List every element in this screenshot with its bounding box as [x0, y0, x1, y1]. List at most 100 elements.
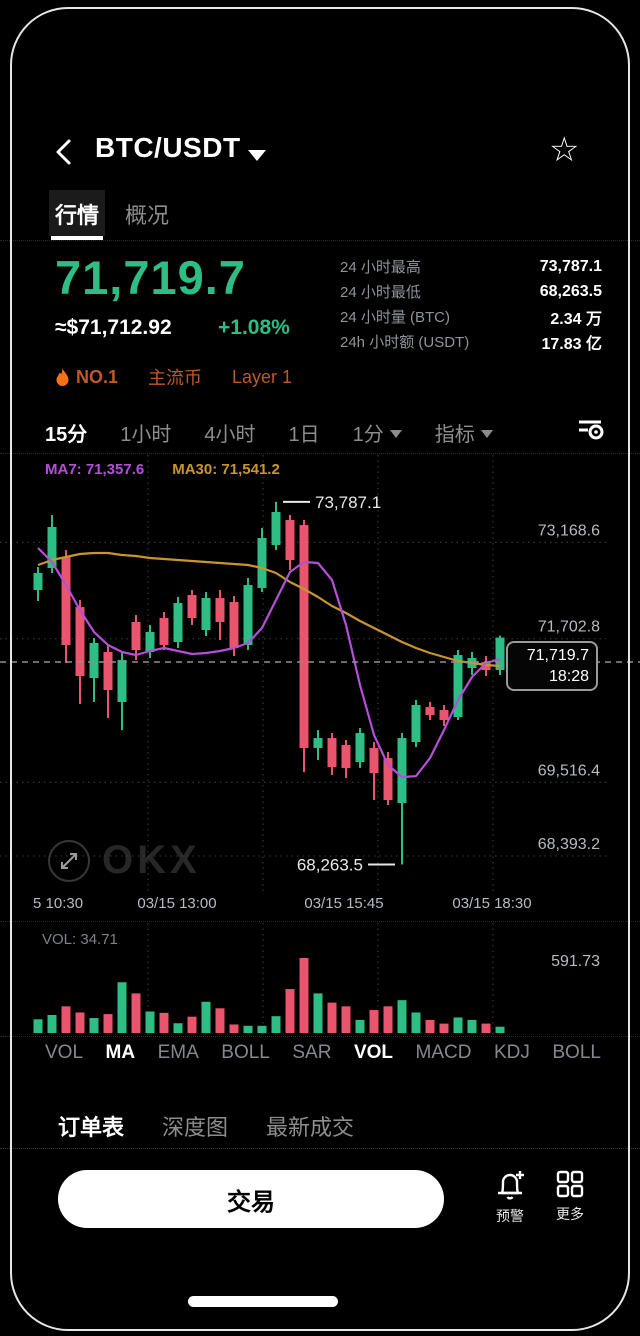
tab-overview[interactable]: 概况: [125, 203, 170, 228]
stat-label: 24 小时最低: [340, 284, 421, 301]
indicator-tab-vol-main[interactable]: VOL: [45, 1042, 84, 1063]
indicator-tab-ema[interactable]: EMA: [157, 1042, 199, 1063]
candle-body: [369, 748, 379, 774]
tab-active-underline: [51, 236, 103, 240]
x-axis-tick: 5 10:30: [33, 895, 84, 912]
volume-bar: [467, 1019, 477, 1033]
expand-arrows-icon: [61, 852, 77, 869]
candle-body: [285, 520, 295, 561]
candle-body: [243, 585, 253, 645]
flame-icon: [56, 367, 69, 386]
candle: [201, 592, 211, 636]
separator: [0, 1036, 640, 1037]
candle-body: [89, 643, 99, 679]
tab-quotes[interactable]: 行情: [55, 203, 100, 228]
volume-current-label: VOL: 34.71: [42, 931, 118, 948]
indicator-tab-boll[interactable]: BOLL: [221, 1042, 270, 1063]
expand-chart-button[interactable]: [48, 839, 90, 882]
indicator-tab-sar[interactable]: SAR: [292, 1042, 332, 1063]
volume-bar: [299, 958, 309, 1033]
back-button[interactable]: [52, 138, 76, 171]
candlestick-chart[interactable]: MA7: 71,357.6 MA30: 71,541.2 OKX 71,719.…: [0, 455, 640, 895]
low-annotation-label: 68,263.5: [297, 856, 363, 875]
indicator-tab-bar: VOL MA EMA BOLL SAR VOL MACD KDJ BOLL: [45, 1042, 601, 1064]
volume-bar: [61, 1006, 71, 1033]
candle-body: [397, 738, 407, 804]
candle: [243, 578, 253, 651]
timeframe-1h[interactable]: 1小时: [120, 418, 171, 447]
price-change-percent: +1.08%: [218, 316, 290, 339]
candle-body: [257, 538, 267, 588]
y-axis-tick: 71,702.8: [538, 619, 600, 636]
tab-depth-chart[interactable]: 深度图: [162, 1115, 229, 1140]
stat-row-high: 24 小时最高 73,787.1: [340, 254, 602, 279]
volume-chart[interactable]: VOL: 34.71 591.73: [0, 923, 640, 1035]
more-label: 更多: [556, 1206, 584, 1222]
candle: [383, 752, 393, 806]
timeframe-4h[interactable]: 4小时: [204, 418, 255, 447]
candle: [89, 638, 99, 702]
y-axis-tick: 69,516.4: [538, 762, 600, 779]
timeframe-1m-dropdown[interactable]: 1分: [353, 418, 402, 447]
candle-body: [411, 705, 421, 743]
tab-latest-trades[interactable]: 最新成交: [266, 1115, 355, 1140]
candle: [257, 528, 267, 593]
candle-body: [173, 603, 183, 643]
candle: [61, 550, 71, 663]
category-badge[interactable]: 主流币: [148, 364, 202, 390]
more-button[interactable]: 更多: [538, 1168, 602, 1224]
timeframe-1d[interactable]: 1日: [289, 418, 320, 447]
indicator-tab-vol-sub[interactable]: VOL: [353, 1042, 394, 1063]
volume-bar: [369, 1010, 379, 1033]
volume-bar: [425, 1019, 435, 1033]
last-price: 71,719.7: [55, 251, 246, 304]
layer-badge[interactable]: Layer 1: [232, 367, 292, 388]
volume-bar: [285, 989, 295, 1033]
timeframe-label: 15分: [45, 423, 88, 446]
volume-bar: [313, 993, 323, 1033]
high-annotation-label: 73,787.1: [315, 493, 381, 512]
orderbook-tab-bar: 订单表 深度图 最新成交: [58, 1110, 354, 1142]
volume-bar: [495, 1026, 505, 1033]
back-chevron-icon: [56, 139, 71, 165]
stat-row-turnover-usdt: 24h 小时额 (USDT) 17.83 亿: [340, 329, 602, 354]
candle-body: [131, 622, 141, 651]
candle-body: [383, 758, 393, 801]
indicator-tab-macd[interactable]: MACD: [415, 1042, 472, 1063]
candle-body: [229, 602, 239, 649]
chart-settings-button[interactable]: [575, 415, 605, 449]
pair-dropdown-button[interactable]: [248, 150, 266, 161]
timeframe-bar: 15分 1小时 4小时 1日 1分 指标: [45, 414, 605, 450]
volume-bar: [411, 1012, 421, 1033]
favorite-star-icon[interactable]: ☆: [549, 131, 580, 169]
price-alert-button[interactable]: 预警: [478, 1168, 542, 1226]
y-axis-tick: 73,168.6: [538, 522, 600, 539]
timeframe-label: 1日: [288, 423, 320, 446]
candle-body: [271, 512, 281, 546]
candle: [33, 567, 43, 601]
candle: [369, 742, 379, 801]
volume-bar: [33, 1019, 43, 1033]
volume-bar: [257, 1025, 267, 1033]
candle-body: [33, 573, 43, 591]
timeframe-label: 指标: [434, 423, 475, 446]
indicator-tab-ma[interactable]: MA: [105, 1042, 136, 1063]
rank-badge[interactable]: NO.1: [55, 367, 118, 388]
grid-more-icon: [556, 1170, 584, 1198]
candle-body: [327, 738, 337, 768]
stat-value: 2.34 万: [550, 310, 602, 328]
volume-bar: [383, 1006, 393, 1033]
candlestick-svg: 73,168.6 71,702.8 69,516.4 68,393.2 73,787.1…: [0, 455, 640, 895]
candle-body: [201, 598, 211, 631]
volume-bar: [229, 1024, 239, 1033]
volume-max-label: 591.73: [551, 953, 600, 970]
candle: [131, 615, 141, 661]
trade-button[interactable]: 交易: [58, 1170, 444, 1228]
indicator-dropdown[interactable]: 指标: [435, 418, 493, 447]
indicator-tab-boll2[interactable]: BOLL: [552, 1042, 601, 1063]
indicator-tab-kdj[interactable]: KDJ: [493, 1042, 530, 1063]
timeframe-15m[interactable]: 15分: [45, 418, 87, 447]
home-indicator[interactable]: [188, 1296, 338, 1307]
volume-bar: [243, 1025, 253, 1033]
tab-order-book[interactable]: 订单表: [58, 1115, 125, 1140]
